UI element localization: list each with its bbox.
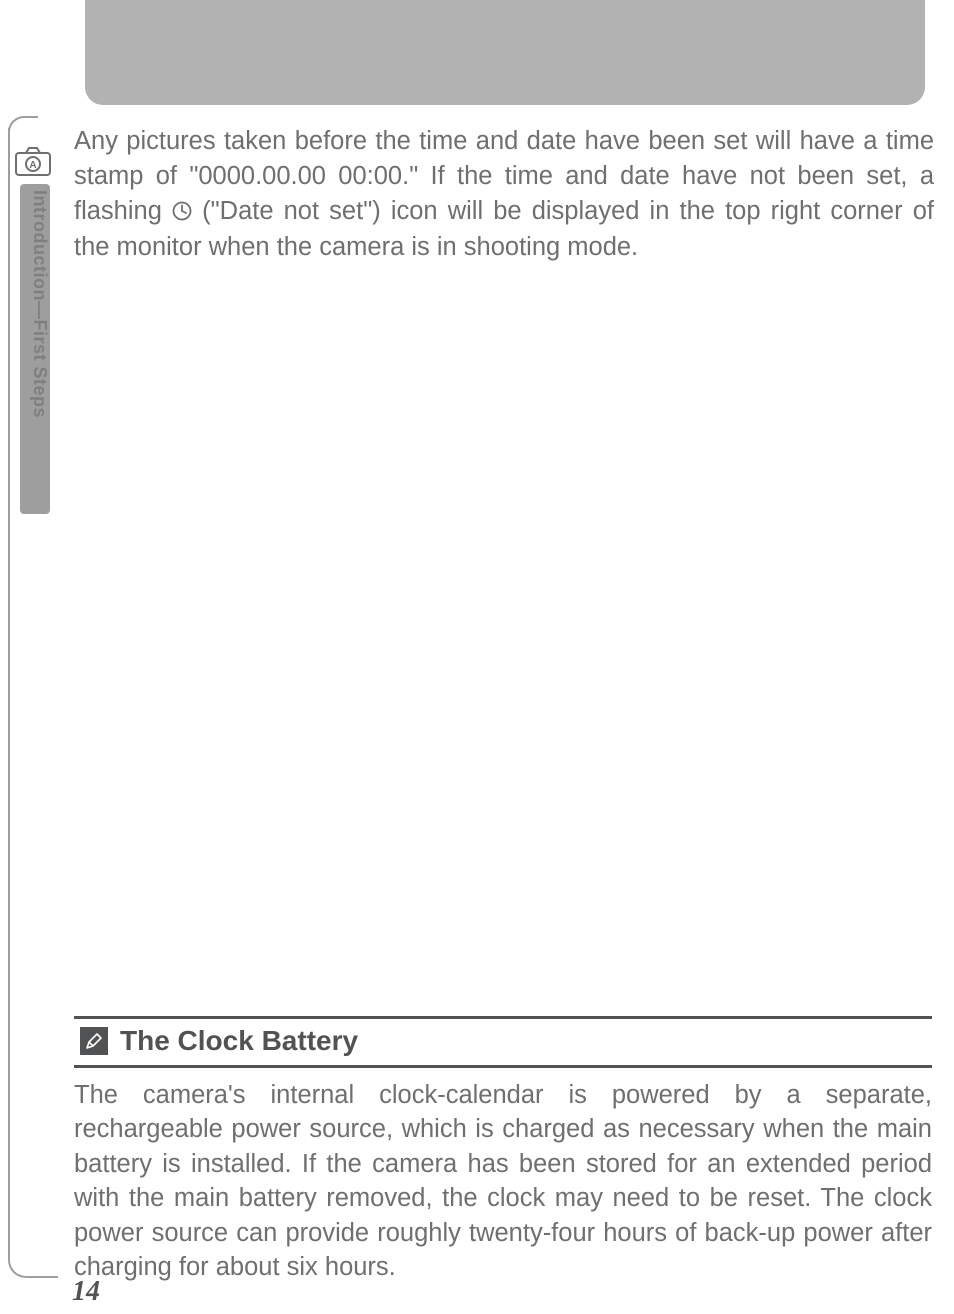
note-title: The Clock Battery [120, 1025, 358, 1057]
body-paragraph: Any pictures taken before the time and d… [74, 124, 934, 265]
header-gray-panel [85, 0, 925, 105]
page-number: 14 [72, 1276, 100, 1308]
note-header: The Clock Battery [74, 1021, 932, 1063]
note-box: The Clock Battery The camera's internal … [74, 1016, 932, 1285]
body-paragraph-post: ("Date not set") icon will be displayed … [74, 197, 934, 260]
svg-text:A: A [29, 160, 36, 171]
pencil-icon [80, 1027, 108, 1055]
clock-icon [172, 196, 192, 216]
section-tab-label: Introduction—First Steps [22, 190, 50, 418]
manual-page: A Introduction—First Steps Any pictures … [0, 0, 954, 1314]
note-top-rule [74, 1016, 932, 1019]
camera-auto-icon: A [15, 146, 51, 176]
note-bottom-rule [74, 1065, 932, 1068]
note-body: The camera's internal clock-calendar is … [74, 1078, 932, 1285]
